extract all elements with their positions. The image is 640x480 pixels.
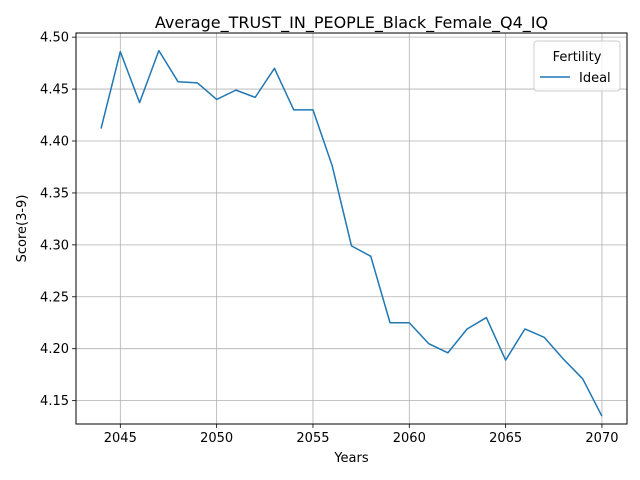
y-tick-label: 4.15 [40, 394, 69, 409]
legend-box [533, 40, 621, 92]
plot-frame [75, 32, 628, 425]
legend-title: Fertility [553, 50, 602, 65]
y-tick-label: 4.25 [40, 290, 69, 305]
x-axis-title: Years [333, 451, 369, 466]
y-tick-label: 4.50 [40, 31, 69, 46]
x-tick-label: 2055 [296, 431, 329, 446]
x-tick-label: 2045 [104, 431, 137, 446]
y-axis-title: Score(3-9) [15, 195, 30, 263]
ticks: 2045 2050 2055 2060 2065 2070 4.15 4.20 4.25 4.30… [40, 31, 618, 446]
legend: Fertility Ideal [533, 40, 621, 92]
x-tick-label: 2065 [489, 431, 522, 446]
y-tick-label: 4.35 [40, 186, 69, 201]
series-layer [100, 49, 603, 417]
y-tick-label: 4.30 [40, 238, 69, 253]
x-tick-label: 2050 [200, 431, 233, 446]
x-tick-label: 2070 [585, 431, 618, 446]
legend-label-ideal: Ideal [579, 71, 611, 86]
chart-title: Average_TRUST_IN_PEOPLE_Black_Female_Q4_… [155, 13, 548, 33]
y-tick-label: 4.45 [40, 83, 69, 98]
series-line-ideal [100, 49, 603, 417]
x-tick-label: 2060 [393, 431, 426, 446]
y-tick-label: 4.40 [40, 135, 69, 150]
y-tick-label: 4.20 [40, 342, 69, 357]
